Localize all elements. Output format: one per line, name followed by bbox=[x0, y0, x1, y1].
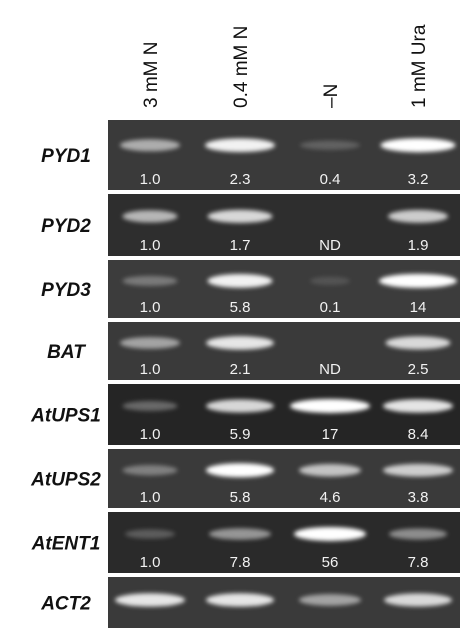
band-value: 1.0 bbox=[140, 554, 161, 571]
band-value: 1.0 bbox=[140, 361, 161, 378]
column-header: –N bbox=[321, 84, 342, 108]
gel-row: 1.0 2.1 ND 2.5 bbox=[108, 322, 460, 380]
band-value: 1.7 bbox=[230, 237, 251, 254]
band bbox=[123, 465, 178, 475]
band-value: 4.6 bbox=[320, 489, 341, 506]
gel-row: 1.0 2.3 0.4 3.2 bbox=[108, 120, 460, 190]
gel-row: 1.0 5.9 17 8.4 bbox=[108, 384, 460, 445]
band bbox=[123, 401, 178, 411]
band-value: 1.0 bbox=[140, 426, 161, 443]
row-label: ACT2 bbox=[40, 594, 91, 615]
band-value: 56 bbox=[322, 554, 339, 571]
band bbox=[383, 399, 453, 412]
gel-row bbox=[108, 577, 460, 628]
column-header: 3 mM N bbox=[141, 42, 162, 109]
band bbox=[379, 274, 457, 288]
band bbox=[389, 528, 447, 539]
band bbox=[115, 593, 185, 606]
band-value: ND bbox=[319, 361, 341, 378]
band-value: 2.1 bbox=[230, 361, 251, 378]
gel-row: 1.0 7.8 56 7.8 bbox=[108, 512, 460, 573]
band-value: 3.2 bbox=[408, 171, 429, 188]
band-value: 2.5 bbox=[408, 361, 429, 378]
band-value: 1.0 bbox=[140, 299, 161, 316]
band bbox=[299, 594, 361, 606]
band-value: 2.3 bbox=[230, 171, 251, 188]
figure: 3 mM N 0.4 mM N –N 1 mM Ura 1.0 2.3 0.4 3.2 PYD1… bbox=[0, 0, 467, 629]
band bbox=[299, 464, 361, 477]
band-value: ND bbox=[319, 237, 341, 254]
gel-row: 1.0 1.7 ND 1.9 bbox=[108, 194, 460, 256]
band bbox=[120, 139, 180, 151]
band-value: 17 bbox=[322, 426, 339, 443]
band bbox=[388, 210, 448, 223]
band bbox=[383, 464, 453, 477]
band bbox=[300, 141, 360, 150]
band bbox=[206, 336, 274, 349]
row-label: PYD3 bbox=[41, 280, 91, 301]
band bbox=[123, 210, 178, 222]
band-value: 1.9 bbox=[408, 237, 429, 254]
band-value: 0.1 bbox=[320, 299, 341, 316]
row-label: AtENT1 bbox=[31, 534, 101, 555]
band bbox=[120, 337, 180, 349]
band bbox=[290, 399, 370, 413]
gel-panel bbox=[108, 260, 460, 318]
row-label: PYD2 bbox=[41, 216, 91, 237]
band bbox=[206, 463, 274, 477]
band bbox=[125, 529, 175, 538]
band bbox=[123, 276, 178, 286]
band-value: 5.8 bbox=[230, 299, 251, 316]
band bbox=[381, 138, 456, 152]
band bbox=[294, 527, 366, 541]
band bbox=[208, 210, 273, 223]
band-value: 3.8 bbox=[408, 489, 429, 506]
row-label: AtUPS2 bbox=[30, 470, 101, 491]
band bbox=[206, 593, 274, 606]
band-value: 7.8 bbox=[230, 554, 251, 571]
row-label: BAT bbox=[47, 342, 86, 363]
band bbox=[205, 138, 275, 152]
band-value: 1.0 bbox=[140, 489, 161, 506]
band-value: 8.4 bbox=[408, 426, 429, 443]
band-value: 14 bbox=[410, 299, 427, 316]
band-value: 5.8 bbox=[230, 489, 251, 506]
column-header: 1 mM Ura bbox=[409, 24, 430, 108]
band-value: 1.0 bbox=[140, 171, 161, 188]
row-label: AtUPS1 bbox=[30, 406, 101, 427]
column-header: 0.4 mM N bbox=[231, 26, 252, 108]
band bbox=[310, 277, 350, 285]
band-value: 5.9 bbox=[230, 426, 251, 443]
band bbox=[208, 274, 273, 288]
band-value: 7.8 bbox=[408, 554, 429, 571]
row-label: PYD1 bbox=[41, 146, 91, 167]
band bbox=[209, 528, 271, 539]
gel-row: 1.0 5.8 0.1 14 bbox=[108, 260, 460, 318]
band bbox=[386, 336, 451, 349]
band-value: 1.0 bbox=[140, 237, 161, 254]
band bbox=[384, 593, 452, 606]
gel-row: 1.0 5.8 4.6 3.8 bbox=[108, 449, 460, 508]
band-value: 0.4 bbox=[320, 171, 341, 188]
band bbox=[206, 399, 274, 412]
